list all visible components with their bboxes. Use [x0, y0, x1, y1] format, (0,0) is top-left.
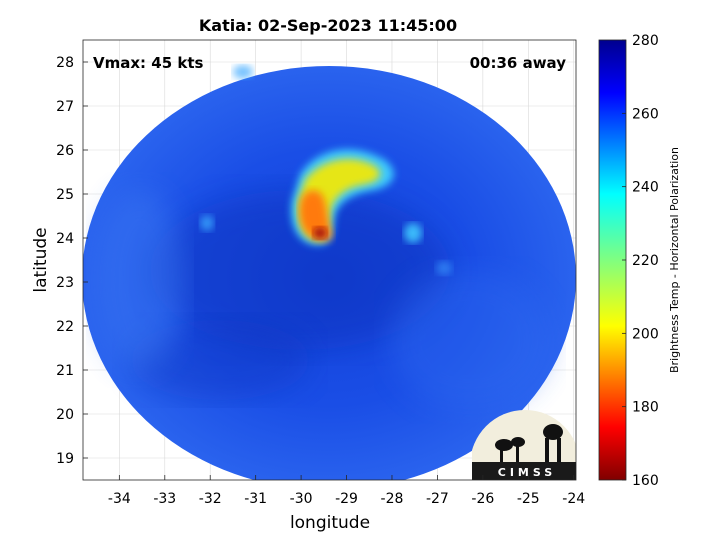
x-tick-label: -33 [153, 491, 176, 507]
antenna-icon [495, 424, 563, 466]
chart-title: Katia: 02-Sep-2023 11:45:00 [199, 16, 457, 35]
y-tick-label: 23 [56, 275, 74, 291]
y-tick-label: 25 [56, 187, 74, 203]
colorbar: 280 260 240 220 200 180 160 Brightness Temp - … [598, 33, 681, 489]
rain-band [436, 261, 452, 275]
x-axis-ticks: -34 -33 -32 -31 -30 -29 -28 -27 -26 -25 -24 [108, 475, 585, 507]
rain-band [233, 65, 253, 79]
colorbar-tick-label: 220 [632, 253, 659, 269]
y-tick-label: 22 [56, 319, 74, 335]
swath-light-patch [390, 270, 550, 410]
time-away-label: 00:36 away [470, 54, 567, 72]
x-tick-label: -32 [199, 491, 222, 507]
plot-frame [82, 39, 577, 481]
x-tick-label: -27 [426, 491, 449, 507]
swath-dark-band [130, 320, 310, 400]
x-tick-label: -26 [471, 491, 494, 507]
y-tick-label: 24 [56, 231, 74, 247]
x-tick-label: -28 [381, 491, 404, 507]
colorbar-tick-label: 180 [632, 400, 659, 416]
y-tick-label: 26 [56, 143, 74, 159]
y-tick-label: 21 [56, 363, 74, 379]
x-axis-label: longitude [290, 513, 370, 533]
colorbar-tick-label: 200 [632, 326, 659, 342]
convection-coldest [313, 227, 327, 239]
cimss-logo: CIMSS [472, 410, 576, 480]
colorbar-tick-label: 160 [632, 473, 659, 489]
rain-band [404, 223, 422, 243]
logo-banner [472, 462, 576, 480]
plot-area [83, 40, 576, 480]
colorbar-gradient [598, 39, 627, 481]
x-tick-label: -25 [517, 491, 540, 507]
y-tick-label: 20 [56, 407, 74, 423]
y-axis-label: latitude [31, 227, 51, 292]
colorbar-tick-label: 260 [632, 106, 659, 122]
x-tick-label: -31 [244, 491, 267, 507]
swath-dark-band [150, 190, 450, 350]
colorbar-tick-label: 240 [632, 180, 659, 196]
brightness-temp-swath [83, 65, 576, 480]
y-tick-label: 19 [56, 451, 74, 467]
vmax-label: Vmax: 45 kts [93, 54, 203, 72]
x-tick-label: -24 [562, 491, 585, 507]
swath-light-patch [95, 190, 185, 370]
y-tick-label: 27 [56, 99, 74, 115]
x-tick-label: -29 [335, 491, 358, 507]
colorbar-ticks: 280 260 240 220 200 180 160 [622, 33, 659, 489]
logo-text: CIMSS [498, 466, 556, 479]
rain-band [200, 215, 214, 231]
y-axis-ticks: 19 20 21 22 23 24 25 26 27 28 [56, 55, 88, 467]
colorbar-label: Brightness Temp - Horizontal Polarizatio… [668, 147, 681, 373]
x-tick-label: -30 [290, 491, 313, 507]
y-tick-label: 28 [56, 55, 74, 71]
colorbar-tick-label: 280 [632, 33, 659, 49]
x-tick-label: -34 [108, 491, 131, 507]
